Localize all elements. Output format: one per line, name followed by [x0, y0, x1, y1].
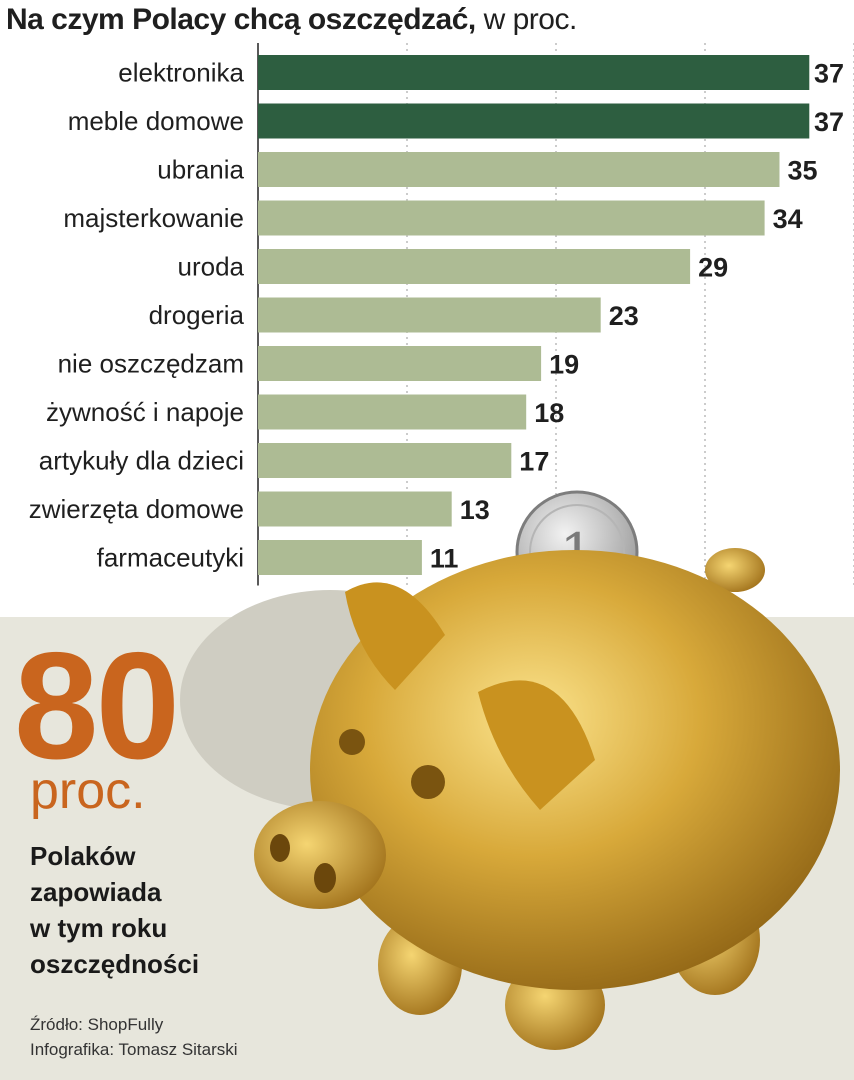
piggy-eye-right	[411, 765, 445, 799]
piggy-tail	[705, 548, 765, 592]
value-label: 19	[549, 350, 579, 380]
piggy-bank-illustration: 1	[180, 490, 840, 1050]
chart-title: Na czym Polacy chcą oszczędzać, w proc.	[6, 2, 577, 38]
category-label: majsterkowanie	[63, 203, 244, 233]
bar	[258, 540, 422, 575]
piggy-nostril-right	[314, 863, 336, 893]
highlight-value: 80	[14, 621, 180, 791]
piggy-ear-left	[345, 582, 445, 690]
bar	[258, 200, 765, 236]
piggy-eye-left	[339, 729, 365, 755]
value-label: 37	[814, 59, 844, 89]
bar	[258, 103, 810, 139]
category-label: uroda	[178, 252, 245, 282]
bars-layer: elektronika 37 meble domowe 37 ubrania 35 majs…	[29, 55, 844, 575]
highlight-description-line: w tym roku	[30, 913, 168, 943]
category-label: farmaceutyki	[97, 543, 244, 573]
piggy-snout	[254, 801, 386, 909]
bar	[258, 443, 512, 478]
highlight-description-line: Polaków	[30, 841, 136, 871]
category-label: ubrania	[157, 155, 244, 185]
highlight-description: Polaków zapowiada w tym roku oszczędnośc…	[30, 838, 250, 982]
category-label: zwierzęta domowe	[29, 494, 244, 524]
category-label: meble domowe	[68, 106, 244, 136]
value-label: 18	[534, 398, 564, 428]
category-label: nie oszczędzam	[58, 349, 244, 379]
highlight-unit: proc.	[30, 762, 146, 820]
piggy-nostril-left	[270, 834, 290, 862]
value-label: 35	[788, 156, 818, 186]
category-label: żywność i napoje	[46, 397, 244, 427]
value-label: 11	[430, 544, 459, 574]
source-line: Źródło: ShopFully	[30, 1015, 164, 1034]
highlight-description-line: zapowiada	[30, 877, 162, 907]
piggy-ear-right	[478, 680, 595, 810]
value-label: 29	[698, 253, 728, 283]
value-label: 17	[519, 447, 549, 477]
value-label: 37	[814, 107, 844, 137]
value-label: 34	[773, 204, 803, 234]
source-credit: Źródło: ShopFully Infografika: Tomasz Si…	[30, 1012, 238, 1062]
category-label: artykuły dla dzieci	[39, 446, 244, 476]
category-label: drogeria	[149, 300, 245, 330]
bar	[258, 346, 542, 381]
highlight-description-line: oszczędności	[30, 949, 200, 979]
bar	[258, 55, 810, 90]
category-label: elektronika	[118, 58, 244, 88]
bar	[258, 297, 601, 333]
value-label: 23	[609, 301, 639, 331]
value-label: 13	[460, 495, 490, 525]
bar	[258, 394, 527, 430]
chart-title-unit: w proc.	[483, 3, 578, 36]
bar	[258, 249, 691, 284]
bar	[258, 491, 452, 527]
infographic-credit: Infografika: Tomasz Sitarski	[30, 1040, 238, 1059]
chart-title-main: Na czym Polacy chcą oszczędzać,	[6, 3, 476, 36]
bar	[258, 152, 780, 187]
